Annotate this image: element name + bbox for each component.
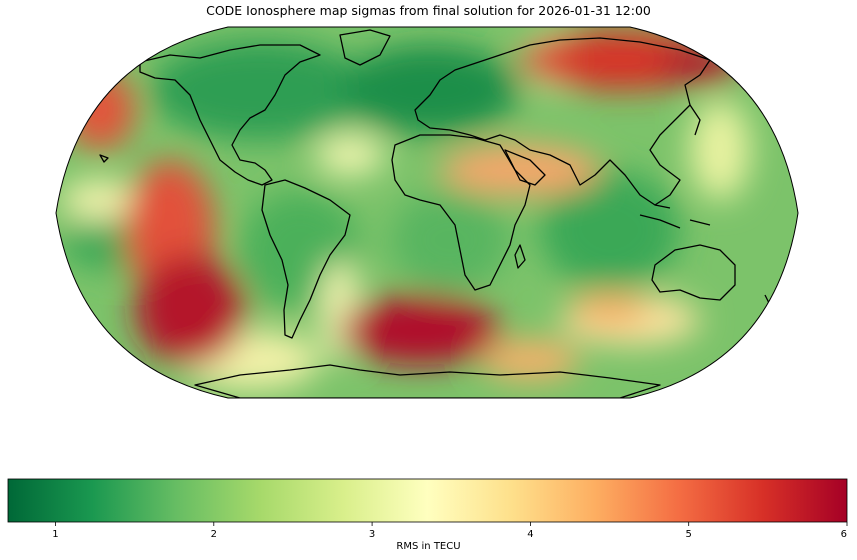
colorbar-ticks: 1 2 3 4 5 6: [52, 522, 848, 540]
colorbar-tick-label: 6: [841, 529, 847, 540]
rms-field: [60, 30, 750, 390]
colorbar-tick-label: 5: [686, 529, 692, 540]
coastlines: [99, 29, 771, 398]
rms-map: [56, 27, 798, 398]
colorbar-tick-label: 1: [52, 529, 58, 540]
colorbar-tick-label: 2: [211, 529, 217, 540]
colorbar-tick-label: 4: [527, 529, 533, 540]
colorbar-label: RMS in TECU: [396, 541, 461, 552]
map-boundary: [55, 26, 799, 399]
colorbar: [7, 478, 848, 523]
map-title: CODE Ionosphere map sigmas from final so…: [206, 3, 651, 18]
colorbar-tick-label: 3: [369, 529, 375, 540]
